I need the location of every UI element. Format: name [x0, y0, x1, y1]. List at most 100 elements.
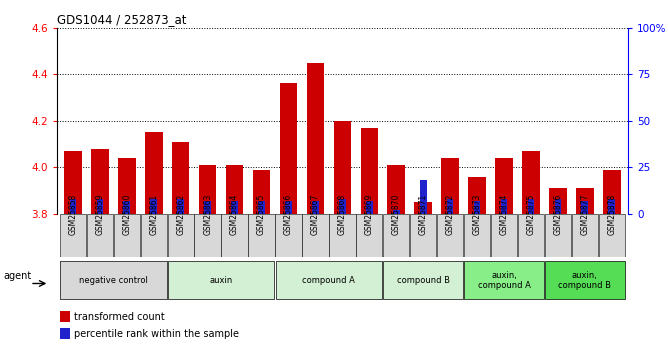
- Text: GSM25859: GSM25859: [96, 194, 104, 235]
- FancyBboxPatch shape: [437, 214, 464, 257]
- Bar: [603, 170, 621, 214]
- Bar: [150, 199, 157, 214]
- Bar: [96, 199, 104, 214]
- FancyBboxPatch shape: [544, 214, 571, 257]
- Text: GSM25872: GSM25872: [446, 194, 455, 235]
- FancyBboxPatch shape: [599, 214, 625, 257]
- Bar: [204, 201, 211, 214]
- FancyBboxPatch shape: [275, 261, 382, 299]
- Text: compound B: compound B: [397, 276, 450, 285]
- Bar: [554, 199, 561, 214]
- FancyBboxPatch shape: [491, 214, 517, 257]
- FancyBboxPatch shape: [114, 214, 140, 257]
- Bar: [91, 149, 109, 214]
- Text: GSM25869: GSM25869: [365, 194, 374, 235]
- Bar: [226, 165, 243, 214]
- Bar: [366, 201, 373, 214]
- Bar: [393, 210, 399, 214]
- FancyBboxPatch shape: [248, 214, 275, 257]
- Text: auxin,
compound B: auxin, compound B: [558, 270, 611, 290]
- Bar: [307, 62, 324, 214]
- FancyBboxPatch shape: [60, 261, 167, 299]
- FancyBboxPatch shape: [356, 214, 383, 257]
- FancyBboxPatch shape: [410, 214, 436, 257]
- Text: GSM25865: GSM25865: [257, 194, 266, 235]
- Text: GSM25875: GSM25875: [526, 194, 536, 235]
- Bar: [500, 199, 508, 214]
- Bar: [522, 151, 540, 214]
- Bar: [333, 121, 351, 214]
- Bar: [69, 199, 76, 214]
- Text: GSM25873: GSM25873: [472, 194, 482, 235]
- FancyBboxPatch shape: [383, 214, 409, 257]
- Bar: [387, 165, 405, 214]
- Text: GSM25870: GSM25870: [391, 194, 401, 235]
- Bar: [118, 158, 136, 214]
- Bar: [549, 188, 566, 214]
- Bar: [495, 158, 513, 214]
- Bar: [442, 158, 459, 214]
- Bar: [576, 188, 594, 214]
- Bar: [172, 142, 190, 214]
- Bar: [581, 201, 589, 214]
- Bar: [253, 170, 271, 214]
- Text: auxin: auxin: [210, 276, 232, 285]
- Text: negative control: negative control: [79, 276, 148, 285]
- FancyBboxPatch shape: [302, 214, 329, 257]
- Text: agent: agent: [3, 270, 31, 280]
- FancyBboxPatch shape: [275, 214, 302, 257]
- FancyBboxPatch shape: [383, 261, 463, 299]
- FancyBboxPatch shape: [221, 214, 248, 257]
- FancyBboxPatch shape: [464, 214, 490, 257]
- FancyBboxPatch shape: [194, 214, 221, 257]
- Text: compound A: compound A: [303, 276, 355, 285]
- FancyBboxPatch shape: [572, 214, 598, 257]
- Bar: [124, 201, 130, 214]
- Bar: [339, 199, 346, 214]
- FancyBboxPatch shape: [168, 261, 275, 299]
- Text: GSM25878: GSM25878: [607, 194, 617, 235]
- Text: GSM25874: GSM25874: [500, 194, 508, 235]
- Text: GSM25861: GSM25861: [149, 194, 158, 235]
- FancyBboxPatch shape: [140, 214, 167, 257]
- FancyBboxPatch shape: [464, 261, 544, 299]
- Text: GSM25860: GSM25860: [122, 194, 132, 235]
- Text: transformed count: transformed count: [75, 312, 165, 322]
- Bar: [420, 180, 427, 214]
- Bar: [280, 83, 297, 214]
- Text: GSM25871: GSM25871: [419, 194, 428, 235]
- Text: GSM25877: GSM25877: [580, 194, 589, 235]
- Bar: [609, 199, 615, 214]
- Text: auxin,
compound A: auxin, compound A: [478, 270, 530, 290]
- Text: GSM25862: GSM25862: [176, 194, 185, 235]
- Text: GSM25866: GSM25866: [284, 194, 293, 235]
- Bar: [64, 151, 81, 214]
- FancyBboxPatch shape: [59, 214, 86, 257]
- Bar: [145, 132, 162, 214]
- Text: GDS1044 / 252873_at: GDS1044 / 252873_at: [57, 13, 186, 27]
- Text: GSM25867: GSM25867: [311, 194, 320, 235]
- FancyBboxPatch shape: [87, 214, 113, 257]
- FancyBboxPatch shape: [545, 261, 625, 299]
- Bar: [258, 201, 265, 214]
- Text: GSM25868: GSM25868: [338, 194, 347, 235]
- Text: GSM25864: GSM25864: [230, 194, 239, 235]
- Bar: [414, 202, 432, 214]
- Bar: [59, 311, 70, 322]
- Bar: [447, 199, 454, 214]
- Bar: [199, 165, 216, 214]
- Bar: [528, 199, 534, 214]
- Text: GSM25863: GSM25863: [203, 194, 212, 235]
- Text: GSM25876: GSM25876: [553, 194, 562, 235]
- Bar: [468, 177, 486, 214]
- Bar: [231, 201, 238, 214]
- Bar: [177, 199, 184, 214]
- Bar: [285, 201, 292, 214]
- FancyBboxPatch shape: [329, 214, 355, 257]
- Text: percentile rank within the sample: percentile rank within the sample: [75, 329, 240, 338]
- Text: GSM25858: GSM25858: [68, 194, 77, 235]
- Bar: [474, 201, 480, 214]
- FancyBboxPatch shape: [518, 214, 544, 257]
- Bar: [59, 328, 70, 339]
- Bar: [312, 201, 319, 214]
